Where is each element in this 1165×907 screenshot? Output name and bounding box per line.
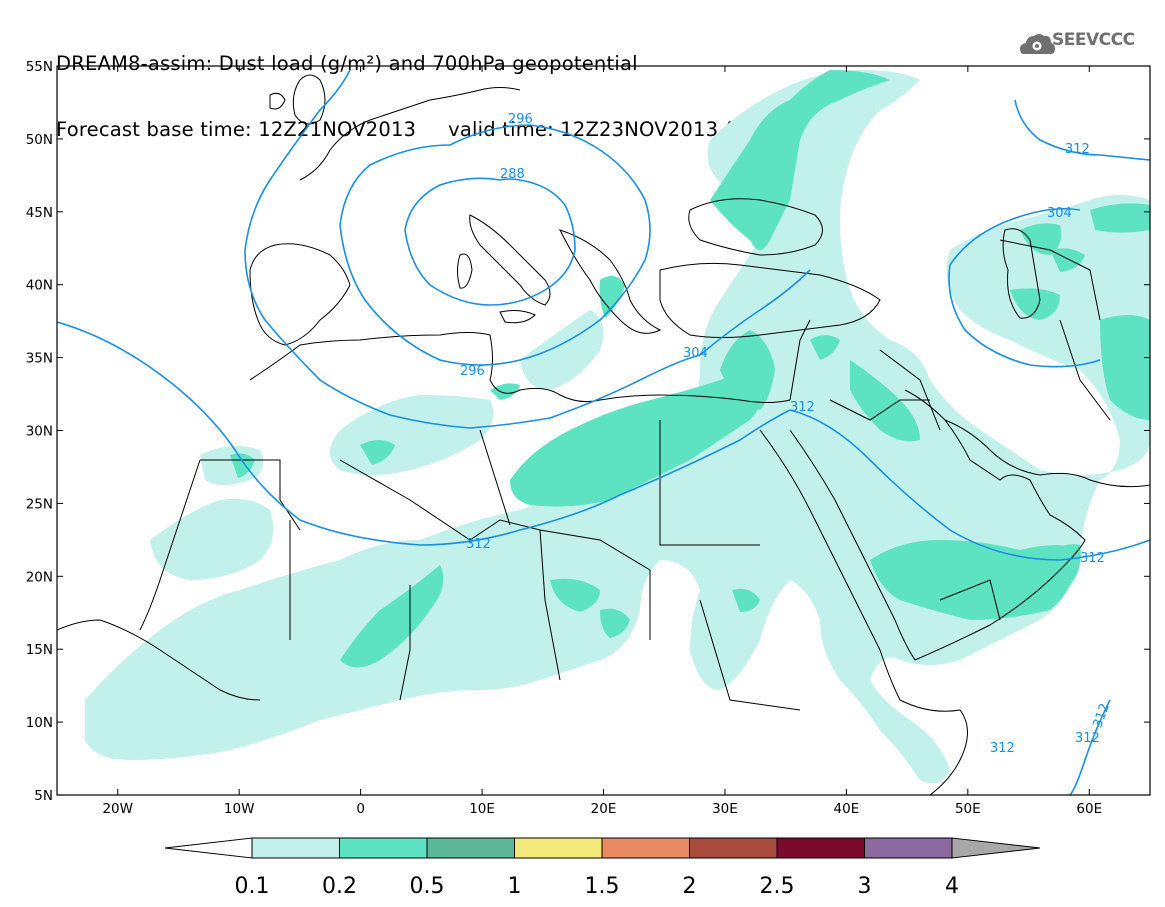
lon-label: 40E [834,801,860,817]
lon-label: 60E [1076,801,1102,817]
colorbar-tick-label: 4 [945,874,959,899]
svg-text:296: 296 [508,112,533,127]
svg-text:312: 312 [1065,142,1090,157]
colorbar-tick-label: 0.2 [322,874,357,899]
lon-label: 20W [102,801,133,817]
colorbar-high-arrow [951,837,1041,859]
colorbar-tick-label: 2 [683,874,697,899]
lon-label: 10E [469,801,495,817]
dust-layers: 296 288 296 304 304 312 312 312 312 312 … [57,69,1150,795]
contour-labels: 296 288 296 304 304 312 312 312 312 312 … [460,112,1113,756]
svg-text:304: 304 [683,346,708,361]
lon-label: 50E [955,801,981,817]
colorbar-segment [776,837,865,859]
lat-label: 55N [26,59,53,75]
colorbar-tick-label: 3 [858,874,872,899]
svg-text:304: 304 [1047,206,1072,221]
lon-label: 10W [224,801,255,817]
colorbar: 0.1 0.2 0.5 1 1.5 2 2.5 3 4 [164,837,1041,899]
svg-text:312: 312 [1075,731,1100,746]
lat-label: 25N [26,496,53,512]
colorbar-segment [689,837,778,859]
lat-label: 50N [26,132,53,148]
svg-text:312: 312 [990,741,1015,756]
colorbar-tick-label: 1.5 [585,874,620,899]
map-axes: 20W 10W 0 10E 20E 30E 40E 50E 60E 55N 50N 45N 40N 35N… [26,59,1150,817]
logo-text: SEEVCCC [1052,30,1135,50]
lat-label: 5N [34,788,53,804]
coastlines [57,74,1150,795]
lon-label: 20E [591,801,617,817]
svg-text:296: 296 [460,364,485,379]
lon-label: 0 [356,801,365,817]
lat-label: 20N [26,569,53,585]
lat-label: 10N [26,715,53,731]
colorbar-segment [514,837,603,859]
lat-label: 35N [26,351,53,367]
svg-text:312: 312 [790,400,815,415]
lat-label: 40N [26,278,53,294]
svg-text:288: 288 [500,167,525,182]
colorbar-segment [426,837,515,859]
lat-label: 15N [26,642,53,658]
colorbar-segment [601,837,690,859]
lat-label: 45N [26,205,53,221]
geopotential-contours [57,69,1150,795]
title-line-1: DREAM8-assim: Dust load (g/m²) and 700hP… [56,52,638,75]
colorbar-segment [339,837,428,859]
colorbar-tick-label: 2.5 [760,874,795,899]
colorbar-tick-label: 0.5 [410,874,445,899]
colorbar-segment [251,837,340,859]
colorbar-low-arrow [164,837,253,859]
colorbar-tick-label: 1 [508,874,522,899]
svg-text:312: 312 [1080,551,1105,566]
svg-text:312: 312 [1090,702,1113,730]
cloud-gear-icon [1020,34,1055,54]
colorbar-tick-label: 0.1 [235,874,270,899]
lon-label: 30E [712,801,738,817]
svg-text:312: 312 [466,537,491,552]
lat-label: 30N [26,424,53,440]
colorbar-segment [864,837,953,859]
